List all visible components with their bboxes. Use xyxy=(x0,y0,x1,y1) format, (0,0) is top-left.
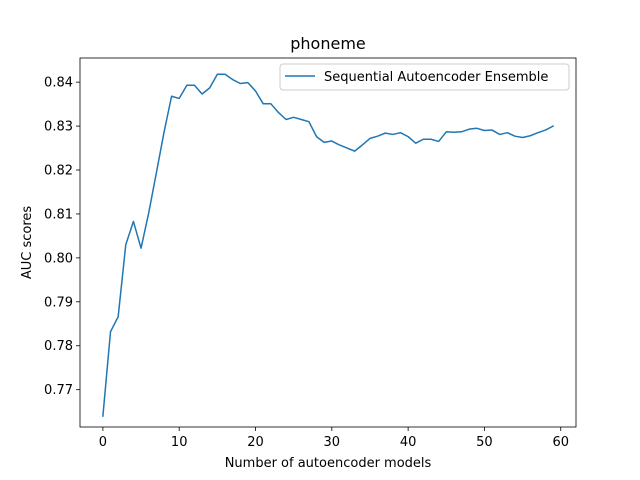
y-tick-label: 0.80 xyxy=(44,251,73,266)
plot-series xyxy=(102,73,555,417)
series-line xyxy=(102,73,555,417)
x-tick-label: 50 xyxy=(476,435,493,450)
chart-title: phoneme xyxy=(290,34,366,53)
y-axis-title: AUC scores xyxy=(20,206,35,280)
x-tick-label: 10 xyxy=(171,435,188,450)
plot-frame xyxy=(79,57,577,428)
legend-box xyxy=(279,63,570,91)
y-tick-label: 0.78 xyxy=(44,339,73,354)
x-axis-ticks: 0 10 20 30 40 50 60 xyxy=(99,427,569,450)
x-tick-label: 30 xyxy=(324,435,341,450)
x-axis-title: Number of autoencoder models xyxy=(225,456,432,471)
y-tick-label: 0.84 xyxy=(44,76,73,91)
y-tick-label: 0.77 xyxy=(44,383,73,398)
y-tick-label: 0.81 xyxy=(44,207,73,222)
legend: Sequential Autoencoder Ensemble xyxy=(279,63,570,91)
x-tick-label: 60 xyxy=(552,435,569,450)
y-tick-label: 0.82 xyxy=(44,164,73,179)
y-axis-ticks: 0.77 0.78 0.79 0.80 0.81 0.82 0.83 0.84 xyxy=(44,76,80,398)
x-tick-label: 0 xyxy=(99,435,107,450)
x-tick-label: 20 xyxy=(247,435,264,450)
y-tick-label: 0.83 xyxy=(44,120,73,135)
legend-label: Sequential Autoencoder Ensemble xyxy=(324,70,548,85)
x-tick-label: 40 xyxy=(400,435,417,450)
y-tick-label: 0.79 xyxy=(44,295,73,310)
